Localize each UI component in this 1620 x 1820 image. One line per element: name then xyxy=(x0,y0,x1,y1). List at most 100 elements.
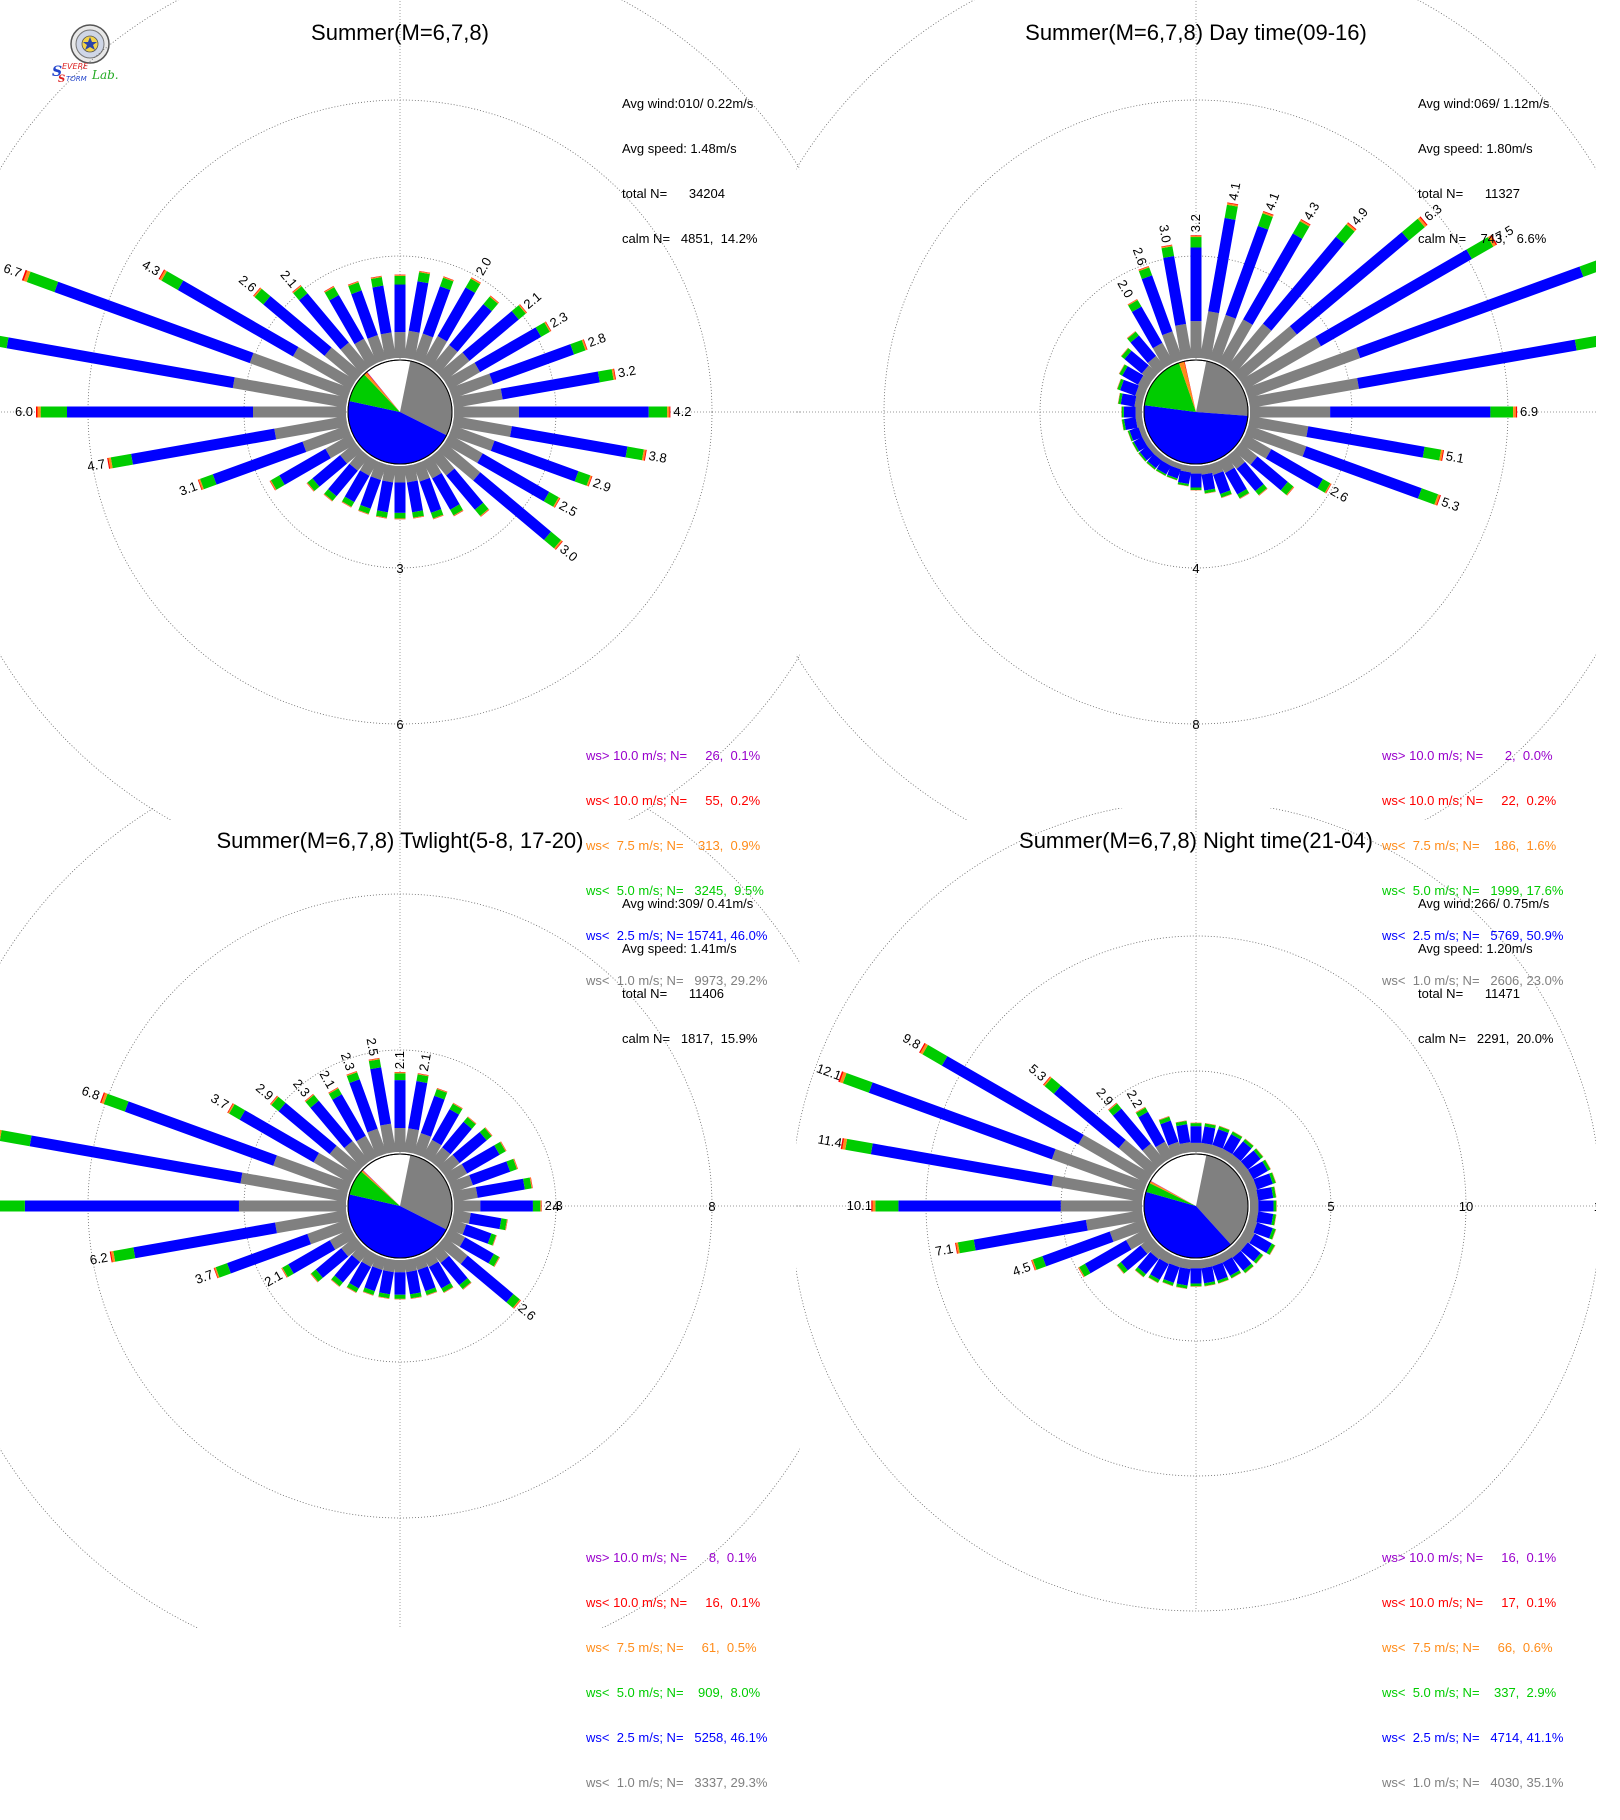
ring-label: 6 xyxy=(396,717,403,732)
bar-value-label: 6.2 xyxy=(89,1250,109,1268)
direction-bar xyxy=(454,407,670,418)
bar-value-label: 2.5 xyxy=(363,1037,381,1057)
ring-label: 5 xyxy=(1327,1199,1334,1214)
bar-value-label: 2.0 xyxy=(473,255,495,278)
bar-value-label: 2.9 xyxy=(591,475,613,495)
bar-value-label: 6.0 xyxy=(15,404,33,419)
bar-value-label: 2.1 xyxy=(521,289,544,312)
calm-n-text: calm N= 743, 6.6% xyxy=(1418,231,1549,246)
calm-n-text: calm N= 1817, 15.9% xyxy=(622,1031,758,1046)
bar-value-label: 4.1 xyxy=(1262,190,1282,212)
ring-label: 8 xyxy=(1192,717,1199,732)
legend-entry-lt1: ws< 1.0 m/s; N= 3337, 29.3% xyxy=(586,1775,767,1790)
bar-value-label: 2.0 xyxy=(1114,277,1136,300)
wind-rose-panel-twilight: 48122.12.12.32.62.13.76.29.29.26.83.72.9… xyxy=(0,808,800,1628)
bar-value-label: 5.1 xyxy=(1445,448,1465,466)
avg-wind-text: Avg wind:069/ 1.12m/s xyxy=(1418,96,1549,111)
direction-bar xyxy=(871,1201,1142,1212)
bar-value-label: 2.1 xyxy=(277,267,300,290)
bar-value-label: 4.7 xyxy=(86,456,106,474)
bar-value-label: 2.1 xyxy=(392,1051,407,1069)
ring-label: 10 xyxy=(1459,1199,1473,1214)
legend: ws> 10.0 m/s; N= 16, 0.1% ws< 10.0 m/s; … xyxy=(1382,1520,1563,1820)
direction-bar xyxy=(1191,1123,1202,1152)
direction-bar xyxy=(1191,466,1202,490)
legend-entry-gt10: ws> 10.0 m/s; N= 8, 0.1% xyxy=(586,1550,767,1565)
total-n-text: total N= 11327 xyxy=(1418,186,1549,201)
avg-wind-text: Avg wind:309/ 0.41m/s xyxy=(622,896,758,911)
direction-bar xyxy=(1121,407,1142,418)
bar-value-label: 4.5 xyxy=(1010,1259,1032,1279)
direction-bar xyxy=(395,1260,406,1299)
stats-block: Avg wind:069/ 1.12m/s Avg speed: 1.80m/s… xyxy=(1418,66,1549,276)
direction-bar xyxy=(1250,1201,1277,1212)
bar-value-label: 4.3 xyxy=(140,257,163,279)
legend-entry-lt1: ws< 1.0 m/s; N= 4030, 35.1% xyxy=(1382,1775,1563,1790)
ring-label: 8 xyxy=(708,1199,715,1214)
bar-value-label: 6.7 xyxy=(2,260,24,280)
bar-value-label: 3.7 xyxy=(193,1267,215,1287)
legend-entry-lt10: ws< 10.0 m/s; N= 16, 0.1% xyxy=(586,1595,767,1610)
bar-value-label: 7.1 xyxy=(934,1241,954,1259)
legend-entry-gt10: ws> 10.0 m/s; N= 2, 0.0% xyxy=(1382,748,1563,763)
bar-value-label: 3.1 xyxy=(177,478,199,498)
bar-value-label: 2.9 xyxy=(253,1080,276,1103)
direction-bar xyxy=(1250,407,1517,418)
bar-value-label: 2.9 xyxy=(1093,1085,1116,1108)
legend-entry-lt10: ws< 10.0 m/s; N= 17, 0.1% xyxy=(1382,1595,1563,1610)
avg-wind-text: Avg wind:010/ 0.22m/s xyxy=(622,96,758,111)
wind-rose-panel-day: 48123.24.14.14.34.96.37.510.29.56.95.15.… xyxy=(796,0,1596,820)
total-n-text: total N= 34204 xyxy=(622,186,758,201)
avg-speed-text: Avg speed: 1.48m/s xyxy=(622,141,758,156)
bar-value-label: 3.0 xyxy=(557,541,580,564)
stats-block: Avg wind:309/ 0.41m/s Avg speed: 1.41m/s… xyxy=(622,866,758,1076)
panel-title: Summer(M=6,7,8) xyxy=(0,20,800,46)
bar-value-label: 6.8 xyxy=(80,1083,102,1103)
bar-value-label: 12.1 xyxy=(815,1061,844,1084)
bar-value-label: 2.3 xyxy=(338,1050,358,1072)
calm-n-text: calm N= 2291, 20.0% xyxy=(1418,1031,1554,1046)
direction-bar xyxy=(454,1201,542,1212)
direction-bar xyxy=(395,466,406,519)
bar-value-label: 6.9 xyxy=(1520,404,1538,419)
bar-value-label: 4.9 xyxy=(1348,205,1371,228)
stats-block: Avg wind:266/ 0.75m/s Avg speed: 1.20m/s… xyxy=(1418,866,1554,1076)
bar-value-label: 5.3 xyxy=(1026,1061,1049,1084)
bar-value-label: 3.2 xyxy=(1188,214,1203,232)
total-n-text: total N= 11471 xyxy=(1418,986,1554,1001)
ring-label: 15 xyxy=(1594,1199,1596,1214)
legend-entry-lt2-5: ws< 2.5 m/s; N= 5258, 46.1% xyxy=(586,1730,767,1745)
total-n-text: total N= 11406 xyxy=(622,986,758,1001)
avg-wind-text: Avg wind:266/ 0.75m/s xyxy=(1418,896,1554,911)
wind-rose-panel-summer: 3692.02.12.32.83.24.23.82.92.53.03.14.76… xyxy=(0,0,800,820)
bar-value-label: 4.2 xyxy=(673,404,691,419)
bar-value-label: 2.8 xyxy=(586,330,608,350)
bar-value-label: 2.1 xyxy=(416,1052,434,1072)
calm-n-text: calm N= 4851, 14.2% xyxy=(622,231,758,246)
bar-value-label: 2.3 xyxy=(547,309,570,331)
bar-value-label: 3.8 xyxy=(648,448,668,466)
bar-value-label: 2.6 xyxy=(1328,483,1351,505)
bar-value-label: 3.7 xyxy=(208,1090,231,1112)
direction-bar xyxy=(395,275,406,358)
bar-value-label: 2.5 xyxy=(557,498,580,520)
legend-entry-lt5: ws< 5.0 m/s; N= 337, 2.9% xyxy=(1382,1685,1563,1700)
bar-value-label: 2.3 xyxy=(290,1076,313,1099)
legend-entry-gt10: ws> 10.0 m/s; N= 26, 0.1% xyxy=(586,748,767,763)
direction-bar xyxy=(1191,235,1202,358)
avg-speed-text: Avg speed: 1.41m/s xyxy=(622,941,758,956)
bar-value-label: 3.2 xyxy=(617,363,637,381)
panel-title: Summer(M=6,7,8) Day time(09-16) xyxy=(796,20,1596,46)
bar-value-label: 4.3 xyxy=(1300,200,1322,223)
direction-bar xyxy=(395,1072,406,1152)
bar-value-label: 3.0 xyxy=(1156,223,1174,243)
bar-value-label: 2.1 xyxy=(262,1268,285,1290)
bar-value-label: 5.3 xyxy=(1439,494,1461,514)
legend-entry-lt7-5: ws< 7.5 m/s; N= 66, 0.6% xyxy=(1382,1640,1563,1655)
stats-block: Avg wind:010/ 0.22m/s Avg speed: 1.48m/s… xyxy=(622,66,758,276)
panel-title: Summer(M=6,7,8) Night time(21-04) xyxy=(796,828,1596,854)
bar-value-label: 2.6 xyxy=(515,1300,538,1323)
legend-entry-lt5: ws< 5.0 m/s; N= 909, 8.0% xyxy=(586,1685,767,1700)
avg-speed-text: Avg speed: 1.80m/s xyxy=(1418,141,1549,156)
bar-value-label: 4.1 xyxy=(1225,181,1243,201)
